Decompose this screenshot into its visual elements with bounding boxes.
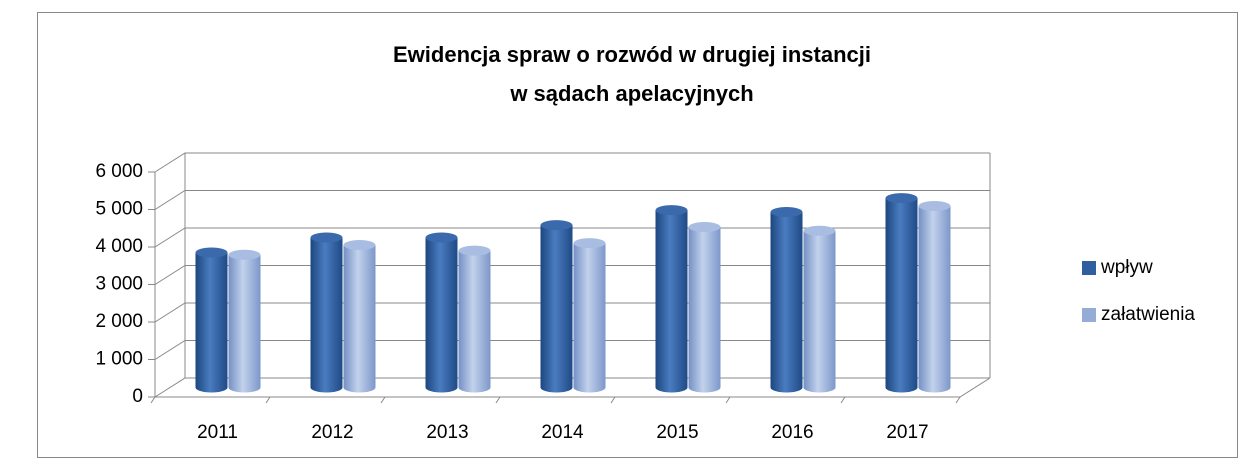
- x-tick-mark: [495, 396, 501, 404]
- x-tick-mark: [610, 396, 616, 404]
- bar: [425, 232, 458, 393]
- grid-line: [154, 340, 990, 360]
- x-tick-mark: [150, 396, 156, 404]
- x-tick-mark: [840, 396, 846, 404]
- y-tick-label: 3 000: [95, 274, 143, 295]
- bar: [803, 225, 836, 393]
- y-tick-label: 1 000: [95, 349, 143, 370]
- bar: [885, 193, 918, 393]
- grid-line: [154, 377, 990, 398]
- grid-line: [154, 265, 990, 285]
- bar: [195, 247, 228, 393]
- bar: [310, 232, 343, 393]
- grid-line: [154, 190, 990, 210]
- bar: [228, 249, 261, 393]
- x-tick-mark: [380, 396, 386, 404]
- x-tick-mark: [955, 396, 961, 404]
- x-tick-label: 2014: [541, 422, 584, 443]
- chart-title: w sądach apelacyjnych: [509, 81, 753, 106]
- grid-line: [154, 302, 990, 323]
- x-tick-label: 2016: [771, 422, 813, 443]
- grid-line: [154, 227, 990, 248]
- y-tick-label: 6 000: [95, 161, 143, 182]
- y-tick-label: 0: [132, 386, 143, 407]
- legend-swatch: [1082, 308, 1096, 322]
- legend-label: załatwienia: [1101, 304, 1195, 325]
- bar: [540, 220, 573, 393]
- bar: [688, 222, 721, 393]
- x-tick-mark: [265, 396, 271, 404]
- legend-label: wpływ: [1100, 257, 1153, 278]
- x-tick-label: 2017: [886, 422, 928, 443]
- bar: [918, 201, 951, 393]
- y-tick-label: 4 000: [95, 236, 143, 257]
- x-tick-mark: [725, 396, 731, 404]
- y-tick-label: 5 000: [95, 199, 143, 220]
- legend-swatch: [1082, 261, 1096, 275]
- bar: [655, 205, 688, 393]
- y-tick-label: 2 000: [95, 311, 143, 332]
- bar: [573, 238, 606, 393]
- bar: [458, 245, 491, 393]
- x-tick-label: 2013: [426, 422, 468, 443]
- bar: [343, 240, 376, 393]
- bar: [770, 207, 803, 393]
- chart-title: Ewidencja spraw o rozwód w drugiej insta…: [393, 42, 871, 67]
- x-tick-label: 2011: [197, 422, 238, 443]
- x-tick-label: 2015: [656, 422, 698, 443]
- x-tick-label: 2012: [311, 422, 353, 443]
- grid-line: [154, 152, 990, 173]
